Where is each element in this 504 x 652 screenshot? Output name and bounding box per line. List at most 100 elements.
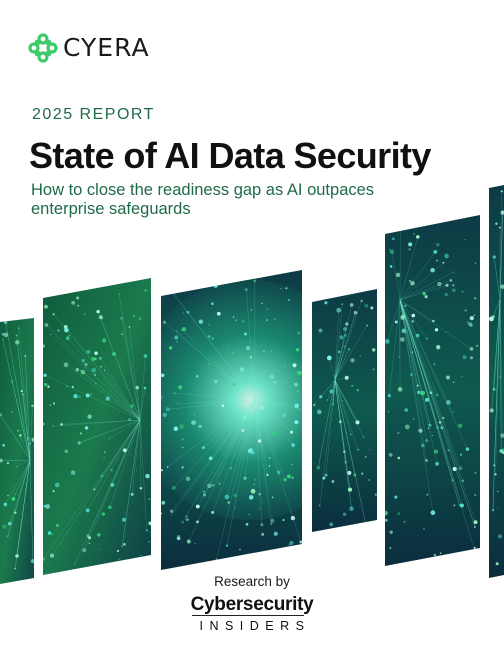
network-link (334, 379, 358, 423)
network-link (254, 399, 263, 525)
network-node (173, 392, 176, 395)
network-node (446, 375, 450, 380)
network-node (44, 323, 49, 327)
network-link (399, 299, 468, 450)
network-node (80, 369, 82, 372)
network-node (103, 451, 107, 454)
network-node (182, 438, 184, 441)
network-node (316, 409, 322, 415)
network-node (410, 281, 415, 286)
network-node (11, 380, 14, 383)
network-node (500, 190, 503, 193)
network-node (349, 506, 354, 512)
network-node (25, 489, 27, 492)
network-node (174, 335, 179, 340)
network-node (436, 426, 439, 429)
network-node (436, 259, 438, 262)
network-link (254, 371, 299, 401)
network-node (273, 318, 276, 320)
network-link (204, 399, 256, 495)
network-link (18, 328, 31, 461)
network-node (465, 447, 470, 451)
network-link (139, 387, 146, 421)
network-link (492, 299, 501, 511)
network-node (452, 284, 455, 287)
network-node (0, 413, 2, 417)
network-node (457, 423, 463, 428)
network-link (238, 399, 256, 426)
network-node (411, 313, 416, 318)
network-node (121, 545, 123, 547)
network-node (173, 426, 179, 431)
network-link (499, 212, 503, 301)
network-node (415, 333, 420, 338)
network-link (82, 372, 141, 421)
network-node (136, 469, 138, 471)
network-link (399, 299, 420, 393)
network-node (412, 418, 415, 420)
network-link (51, 419, 141, 556)
network-node (432, 319, 435, 323)
network-node (247, 448, 253, 454)
network-node (273, 531, 278, 536)
network-node (345, 322, 349, 326)
network-node (250, 488, 256, 494)
report-title: State of AI Data Security (29, 135, 431, 176)
network-link (334, 323, 347, 381)
network-node (27, 436, 30, 440)
network-link (79, 419, 141, 444)
network-link (97, 311, 141, 421)
network-node (474, 262, 477, 264)
network-node (43, 373, 47, 377)
network-node (208, 456, 213, 461)
network-node (424, 397, 430, 402)
network-link (332, 379, 336, 405)
network-link (45, 375, 141, 421)
network-link (212, 399, 256, 486)
network-node (101, 512, 105, 516)
network-link (171, 399, 256, 516)
network-node (143, 386, 147, 390)
network-node (118, 293, 120, 295)
network-node (19, 434, 22, 437)
network-link (495, 299, 501, 475)
network-node (268, 457, 271, 459)
network-node (47, 531, 52, 535)
network-node (71, 300, 76, 305)
network-node (475, 344, 479, 348)
network-link (399, 299, 475, 552)
network-node (103, 457, 105, 459)
network-node (138, 317, 142, 321)
network-node (247, 555, 252, 560)
network-link (7, 459, 31, 537)
network-node (130, 404, 134, 408)
network-node (95, 382, 97, 385)
network-node (227, 501, 230, 504)
network-node (451, 288, 456, 293)
network-node (202, 446, 205, 450)
network-node (191, 420, 196, 425)
network-node (246, 346, 251, 351)
network-node (85, 508, 90, 513)
network-node (55, 524, 59, 527)
network-link (399, 262, 444, 301)
network-node (71, 385, 74, 389)
network-node (258, 492, 261, 496)
network-node (297, 370, 302, 376)
network-link (327, 379, 336, 401)
network-node (110, 469, 113, 471)
network-link (332, 379, 336, 405)
network-node (288, 298, 290, 301)
network-node (77, 304, 80, 307)
network-node (211, 337, 214, 340)
network-link (318, 379, 336, 468)
network-node (437, 281, 442, 287)
network-node (436, 345, 441, 350)
network-node (133, 315, 135, 317)
network-link (16, 459, 31, 467)
network-link (334, 304, 343, 381)
network-node (224, 494, 230, 500)
network-node (266, 319, 269, 322)
network-node (361, 472, 364, 475)
